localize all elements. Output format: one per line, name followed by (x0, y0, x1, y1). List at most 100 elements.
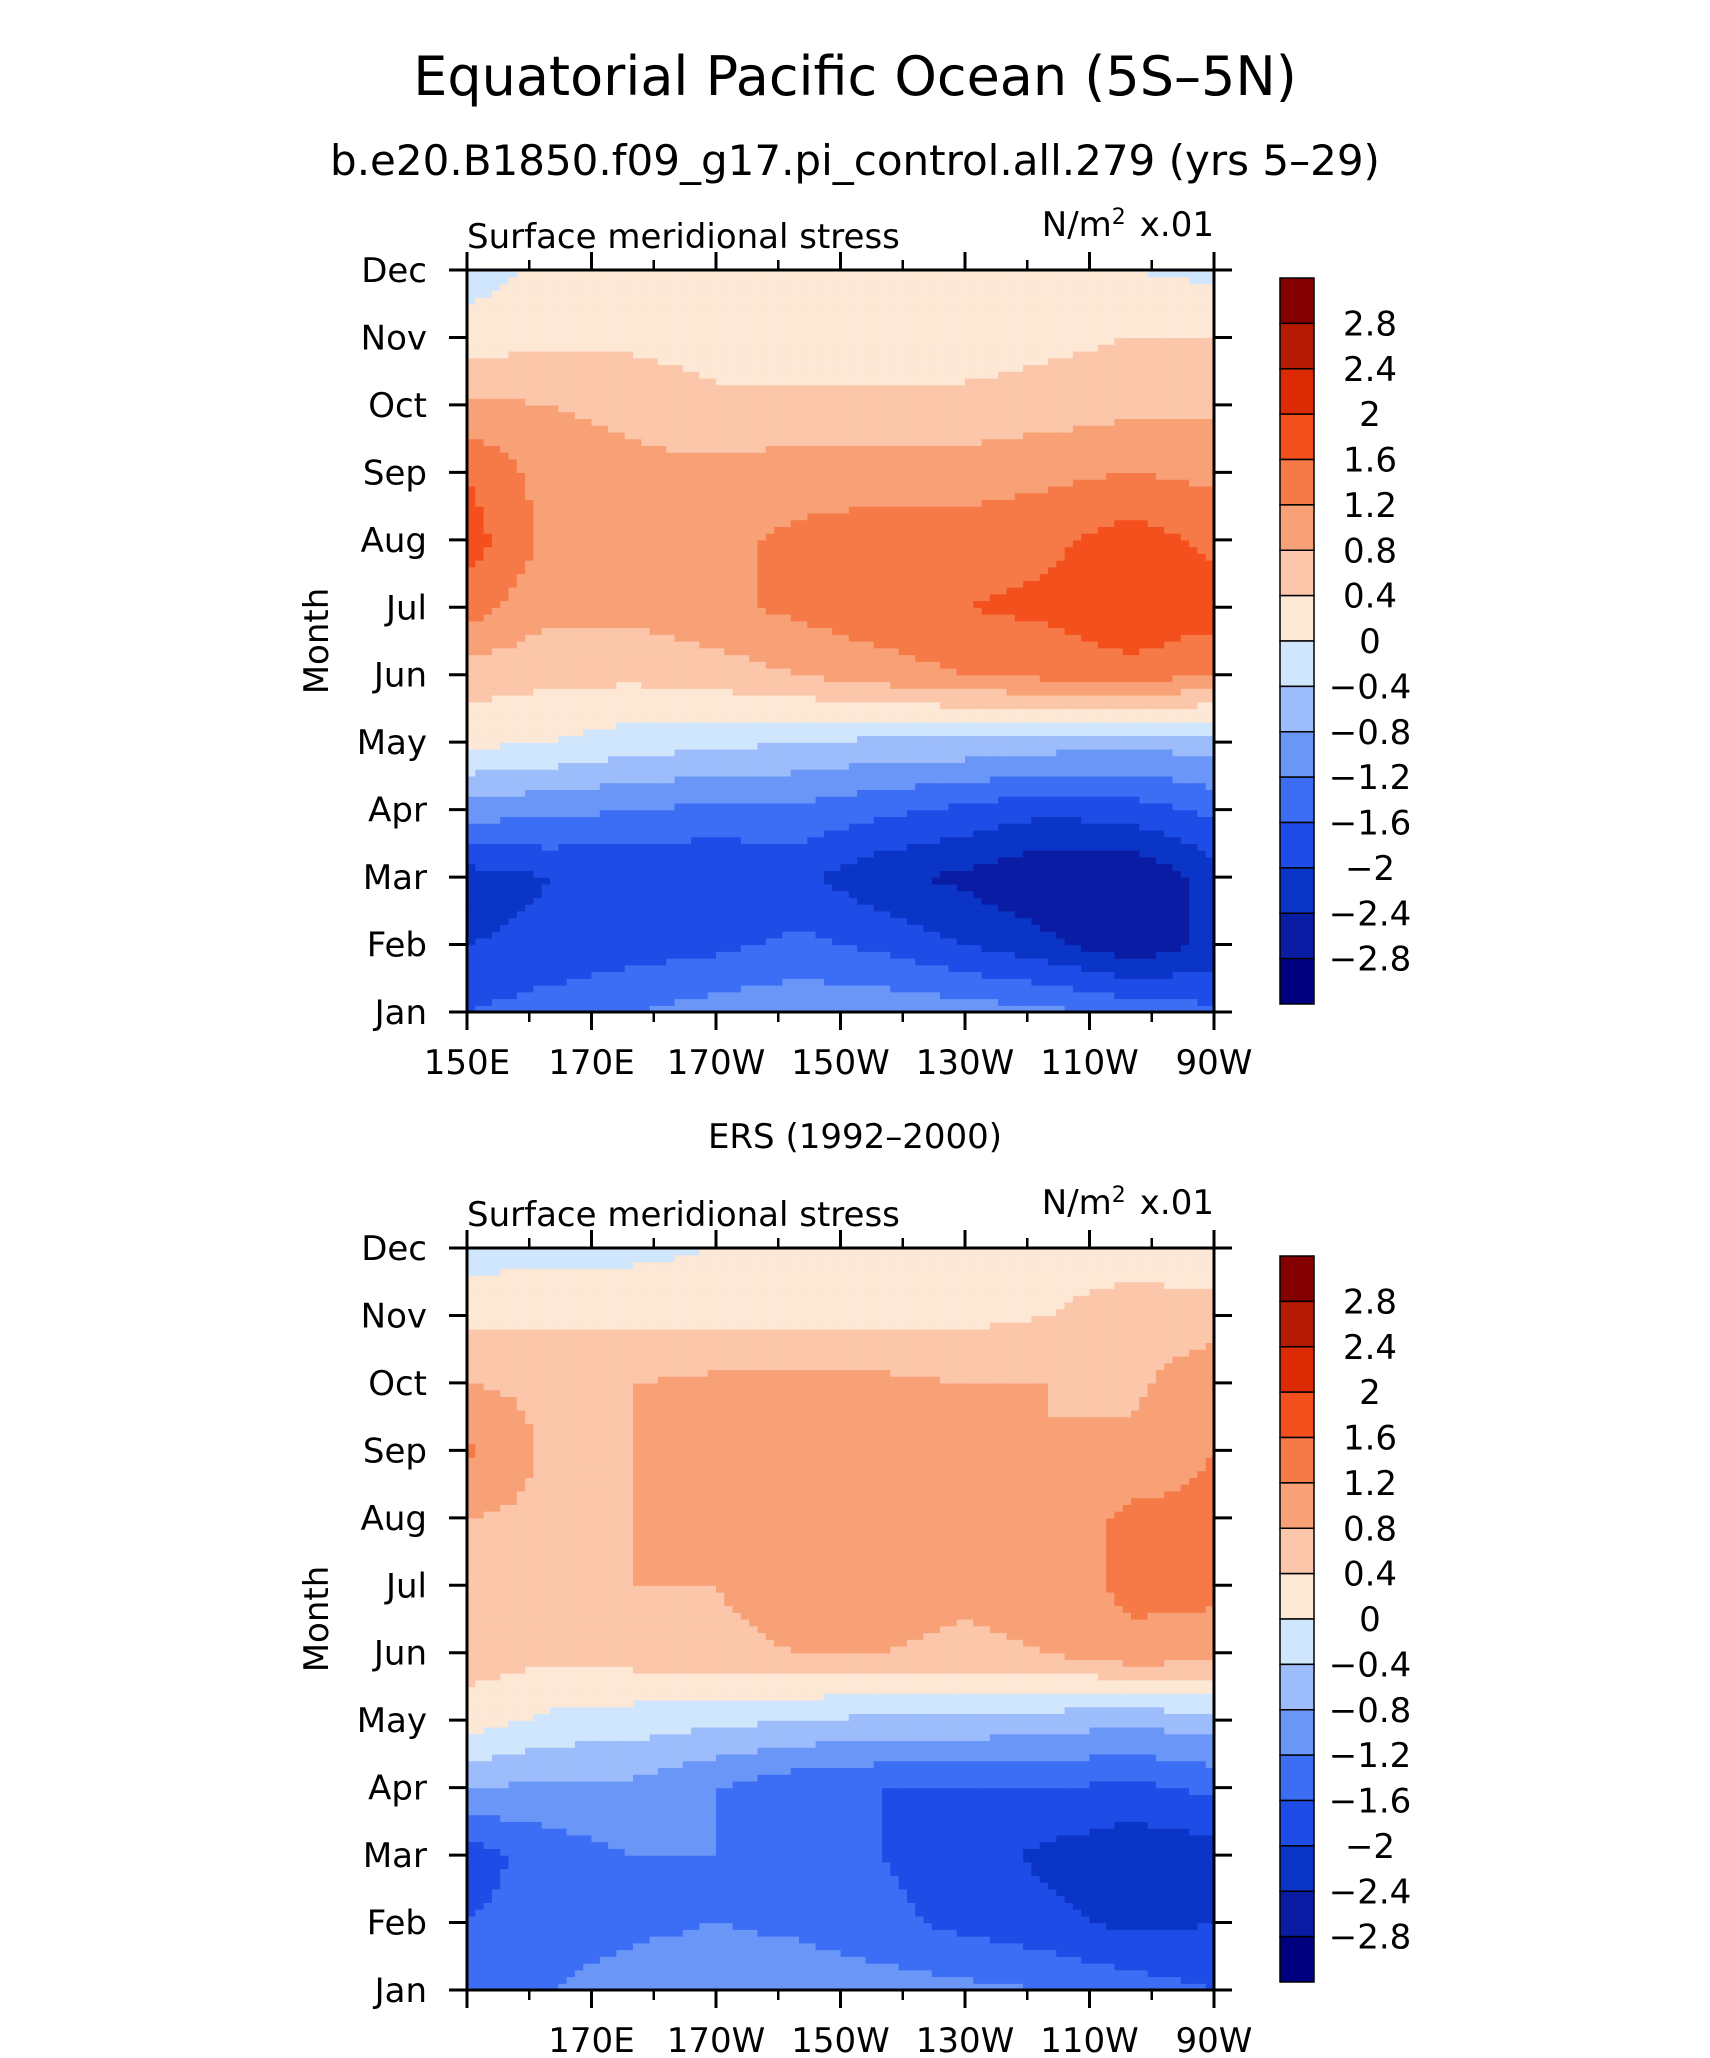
heatmap-cell (840, 910, 850, 919)
heatmap-cell (1114, 978, 1124, 986)
heatmap-cell (599, 782, 609, 790)
heatmap-cell (998, 728, 1008, 737)
heatmap-cell (915, 944, 925, 952)
heatmap-cell (657, 735, 667, 743)
heatmap-cell (1147, 775, 1157, 784)
heatmap-cell (533, 910, 543, 919)
heatmap-cell (616, 694, 626, 703)
heatmap-cell (475, 829, 485, 838)
heatmap-cell (1164, 715, 1174, 723)
heatmap-cell (857, 917, 866, 925)
heatmap-cell (1205, 951, 1214, 959)
heatmap-cell (608, 701, 617, 710)
heatmap-cell (790, 904, 800, 912)
heatmap-cell (1189, 789, 1198, 797)
heatmap-cell (774, 789, 783, 797)
heatmap-cell (1048, 647, 1057, 656)
heatmap-cell (757, 748, 767, 757)
heatmap-cell (608, 829, 617, 838)
heatmap-cell (1164, 978, 1174, 986)
heatmap-cell (500, 667, 510, 676)
heatmap-cell (782, 951, 792, 959)
heatmap-cell (533, 715, 543, 723)
heatmap-cell (1180, 688, 1190, 696)
heatmap-cell (973, 782, 983, 790)
heatmap-cell (491, 728, 501, 737)
heatmap-cell (483, 998, 493, 1006)
heatmap-cell (782, 917, 792, 925)
heatmap-cell (666, 688, 676, 696)
heatmap-cell (848, 755, 858, 764)
heatmap-cell (699, 796, 709, 804)
heatmap-cell (989, 674, 999, 683)
heatmap-cell (657, 910, 667, 919)
heatmap-cell (857, 836, 866, 844)
heatmap-cell (989, 769, 999, 777)
heatmap-cell (699, 654, 709, 662)
heatmap-cell (682, 964, 692, 973)
heatmap-cell (1097, 647, 1107, 656)
heatmap-cell (525, 667, 534, 676)
heatmap-cell (857, 978, 866, 986)
heatmap-cell (931, 870, 941, 878)
heatmap-cell (823, 917, 833, 925)
heatmap-cell (1014, 742, 1024, 750)
heatmap-cell (724, 971, 734, 979)
heatmap-cell (882, 971, 891, 979)
heatmap-cell (574, 708, 584, 716)
heatmap-cell (616, 728, 626, 737)
heatmap-cell (599, 742, 609, 750)
heatmap-cell (541, 1005, 551, 1012)
heatmap-cell (765, 910, 775, 919)
heatmap-cell (973, 883, 983, 892)
heatmap-cell (724, 715, 734, 723)
heatmap-cell (1006, 823, 1016, 831)
heatmap-cell (1122, 647, 1132, 656)
heatmap-cell (649, 701, 659, 710)
heatmap-cell (1006, 843, 1016, 851)
heatmap-cell (973, 877, 983, 885)
heatmap-cell (707, 924, 717, 932)
heatmap-cell (574, 944, 584, 952)
heatmap-cell (1081, 661, 1091, 669)
heatmap-cell (940, 802, 949, 811)
heatmap-cell (1197, 971, 1207, 979)
heatmap-cell (765, 850, 775, 858)
heatmap-cell (649, 863, 659, 871)
heatmap-cell (840, 735, 850, 743)
heatmap-cell (1056, 991, 1066, 1000)
heatmap-cell (516, 850, 526, 858)
heatmap-cell (1031, 883, 1041, 892)
heatmap-cell (574, 647, 584, 656)
heatmap-cell (1155, 701, 1165, 710)
heatmap-cell (483, 728, 493, 737)
heatmap-cell (483, 951, 493, 959)
heatmap-cell (1097, 654, 1107, 662)
heatmap-cell (1089, 829, 1099, 838)
heatmap-cell (541, 634, 551, 642)
heatmap-cell (1131, 694, 1140, 703)
heatmap-cell (1097, 985, 1107, 993)
heatmap-cell (516, 728, 526, 737)
heatmap-cell (599, 816, 609, 824)
heatmap-cell (525, 836, 534, 844)
heatmap-cell (483, 674, 493, 683)
heatmap-cell (716, 904, 725, 912)
heatmap-cell (774, 641, 783, 649)
heatmap-cell (1023, 661, 1032, 669)
heatmap-cell (657, 782, 667, 790)
heatmap-cell (1205, 694, 1214, 703)
heatmap-cell (765, 937, 775, 946)
heatmap-cell (1139, 775, 1149, 784)
heatmap-cell (699, 917, 709, 925)
heatmap-cell (649, 836, 659, 844)
heatmap-cell (832, 789, 842, 797)
heatmap-cell (566, 661, 576, 669)
heatmap-cell (616, 958, 626, 966)
heatmap-cell (483, 863, 493, 871)
heatmap-cell (1139, 897, 1149, 905)
heatmap-cell (898, 944, 908, 952)
heatmap-cell (1197, 748, 1207, 757)
heatmap-cell (1031, 802, 1041, 811)
heatmap-cell (823, 944, 833, 952)
